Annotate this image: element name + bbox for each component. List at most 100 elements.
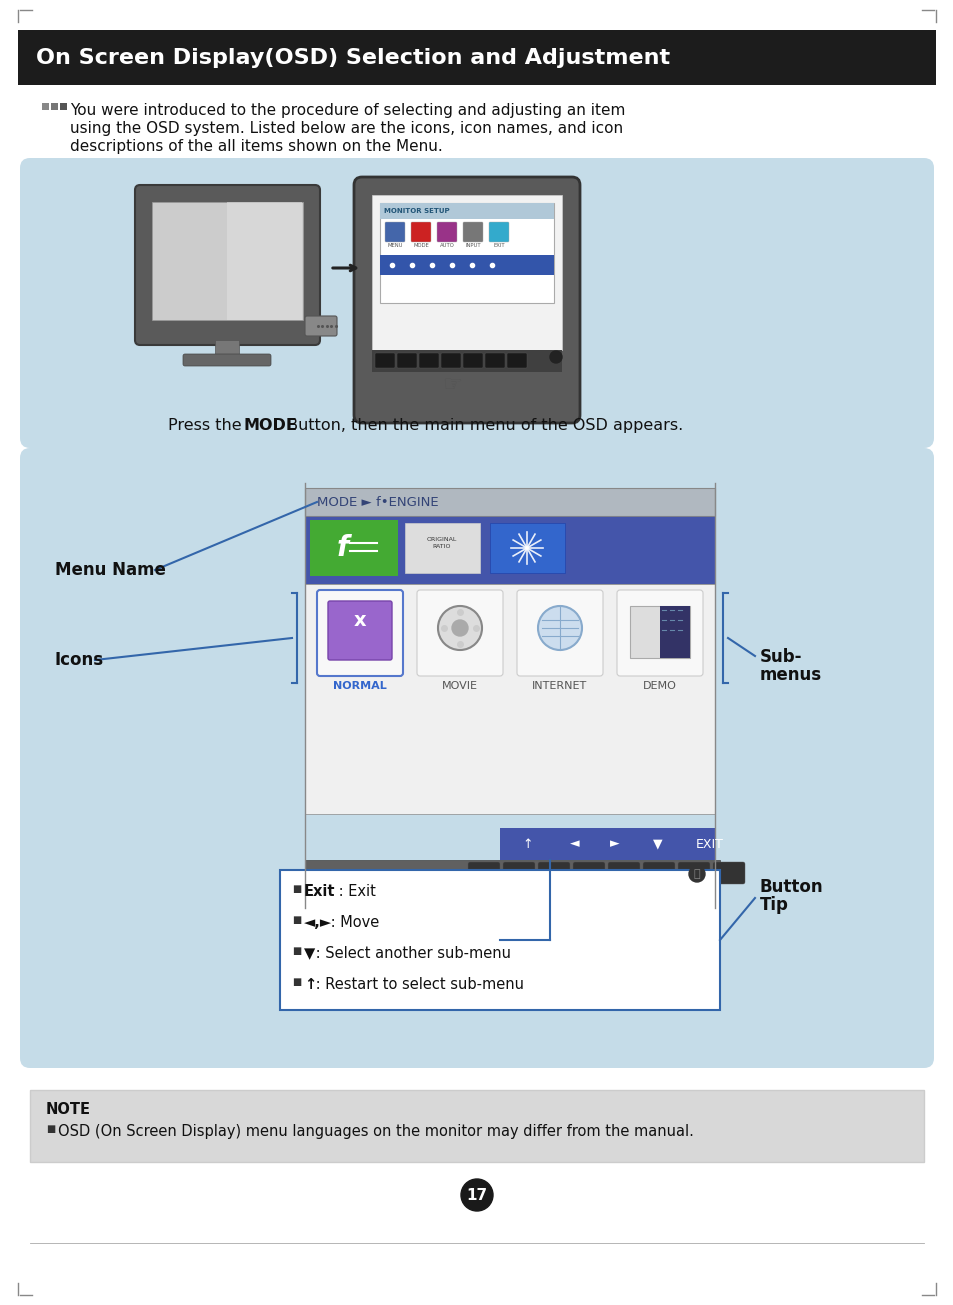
FancyBboxPatch shape [617, 590, 702, 676]
FancyBboxPatch shape [405, 523, 479, 573]
Text: ↑: ↑ [304, 977, 315, 992]
FancyBboxPatch shape [462, 222, 482, 241]
Text: ■: ■ [292, 883, 301, 894]
FancyBboxPatch shape [305, 860, 720, 887]
Text: Button: Button [760, 878, 822, 897]
Text: ■: ■ [46, 1124, 55, 1134]
FancyBboxPatch shape [372, 194, 561, 350]
Text: ▼: ▼ [653, 838, 662, 851]
FancyBboxPatch shape [20, 158, 933, 448]
FancyBboxPatch shape [305, 585, 714, 814]
FancyBboxPatch shape [506, 352, 526, 368]
Text: EXIT: EXIT [696, 838, 723, 851]
FancyBboxPatch shape [305, 316, 336, 335]
Text: using the OSD system. Listed below are the icons, icon names, and icon: using the OSD system. Listed below are t… [70, 121, 622, 136]
FancyBboxPatch shape [436, 222, 456, 241]
FancyBboxPatch shape [372, 350, 561, 372]
Text: NOTE: NOTE [46, 1101, 91, 1117]
FancyBboxPatch shape [607, 863, 639, 883]
FancyBboxPatch shape [642, 863, 675, 883]
Text: MODE: MODE [413, 243, 429, 248]
Text: Menu Name: Menu Name [55, 561, 166, 579]
Text: ORIGINAL
RATIO: ORIGINAL RATIO [426, 538, 456, 548]
Text: MONITOR SETUP: MONITOR SETUP [384, 207, 449, 214]
FancyBboxPatch shape [418, 352, 438, 368]
Circle shape [537, 606, 581, 650]
Text: Icons: Icons [55, 651, 104, 669]
FancyBboxPatch shape [227, 202, 302, 320]
Text: ▼: ▼ [304, 946, 314, 960]
Text: x: x [354, 612, 366, 630]
FancyBboxPatch shape [135, 185, 319, 345]
Text: 17: 17 [466, 1188, 487, 1202]
FancyBboxPatch shape [316, 590, 402, 676]
Text: AUTO: AUTO [439, 243, 454, 248]
FancyBboxPatch shape [517, 590, 602, 676]
FancyBboxPatch shape [42, 103, 49, 110]
FancyBboxPatch shape [499, 827, 714, 860]
Text: Press the: Press the [168, 418, 247, 433]
FancyBboxPatch shape [490, 523, 564, 573]
Text: ☞: ☞ [441, 375, 461, 395]
Text: ◄: ◄ [570, 838, 579, 851]
Text: ◄,►: ◄,► [304, 915, 332, 930]
FancyBboxPatch shape [51, 103, 58, 110]
Text: OSD (On Screen Display) menu languages on the monitor may differ from the manual: OSD (On Screen Display) menu languages o… [58, 1124, 693, 1139]
FancyBboxPatch shape [354, 177, 579, 423]
Text: Exit: Exit [304, 883, 335, 899]
Text: INTERNET: INTERNET [532, 681, 587, 692]
Text: ►: ► [610, 838, 619, 851]
FancyBboxPatch shape [462, 352, 482, 368]
FancyBboxPatch shape [328, 602, 392, 660]
Circle shape [550, 351, 561, 363]
FancyBboxPatch shape [537, 863, 569, 883]
FancyBboxPatch shape [20, 448, 933, 1067]
Circle shape [688, 867, 704, 882]
Text: You were introduced to the procedure of selecting and adjusting an item: You were introduced to the procedure of … [70, 103, 625, 117]
FancyBboxPatch shape [375, 352, 395, 368]
FancyBboxPatch shape [305, 488, 714, 515]
FancyBboxPatch shape [310, 519, 397, 576]
Text: f: f [336, 534, 349, 562]
Text: On Screen Display(OSD) Selection and Adjustment: On Screen Display(OSD) Selection and Adj… [36, 48, 669, 68]
Text: : Select another sub-menu: : Select another sub-menu [312, 946, 511, 960]
Text: DEMO: DEMO [642, 681, 677, 692]
Text: Tip: Tip [760, 897, 788, 914]
Text: MOVIE: MOVIE [441, 681, 477, 692]
FancyBboxPatch shape [489, 222, 509, 241]
Text: MODE: MODE [244, 418, 297, 433]
Text: Sub-: Sub- [760, 649, 801, 666]
Text: ■: ■ [292, 915, 301, 925]
FancyBboxPatch shape [440, 352, 460, 368]
FancyBboxPatch shape [60, 103, 67, 110]
FancyBboxPatch shape [379, 204, 554, 303]
Text: Button, then the main menu of the OSD appears.: Button, then the main menu of the OSD ap… [282, 418, 682, 433]
Text: : Restart to select sub-menu: : Restart to select sub-menu [312, 977, 524, 992]
FancyBboxPatch shape [152, 202, 303, 320]
Text: ↑: ↑ [522, 838, 533, 851]
FancyBboxPatch shape [385, 222, 405, 241]
FancyBboxPatch shape [379, 254, 554, 275]
FancyBboxPatch shape [18, 30, 935, 85]
Text: EXIT: EXIT [493, 243, 504, 248]
Text: MODE ► f•ENGINE: MODE ► f•ENGINE [316, 496, 438, 509]
FancyBboxPatch shape [280, 870, 720, 1010]
FancyBboxPatch shape [468, 863, 499, 883]
Circle shape [452, 620, 468, 636]
FancyBboxPatch shape [416, 590, 502, 676]
FancyBboxPatch shape [678, 863, 709, 883]
FancyBboxPatch shape [214, 341, 239, 356]
FancyBboxPatch shape [712, 863, 744, 883]
Text: descriptions of the all items shown on the Menu.: descriptions of the all items shown on t… [70, 140, 442, 154]
FancyBboxPatch shape [305, 515, 714, 585]
Circle shape [437, 606, 481, 650]
Text: ■: ■ [292, 977, 301, 987]
Text: : Exit: : Exit [334, 883, 375, 899]
FancyBboxPatch shape [502, 863, 535, 883]
FancyBboxPatch shape [573, 863, 604, 883]
Text: ■: ■ [292, 946, 301, 957]
Text: INPUT: INPUT [465, 243, 480, 248]
FancyBboxPatch shape [183, 354, 271, 365]
FancyBboxPatch shape [379, 204, 554, 219]
Text: menus: menus [760, 666, 821, 684]
